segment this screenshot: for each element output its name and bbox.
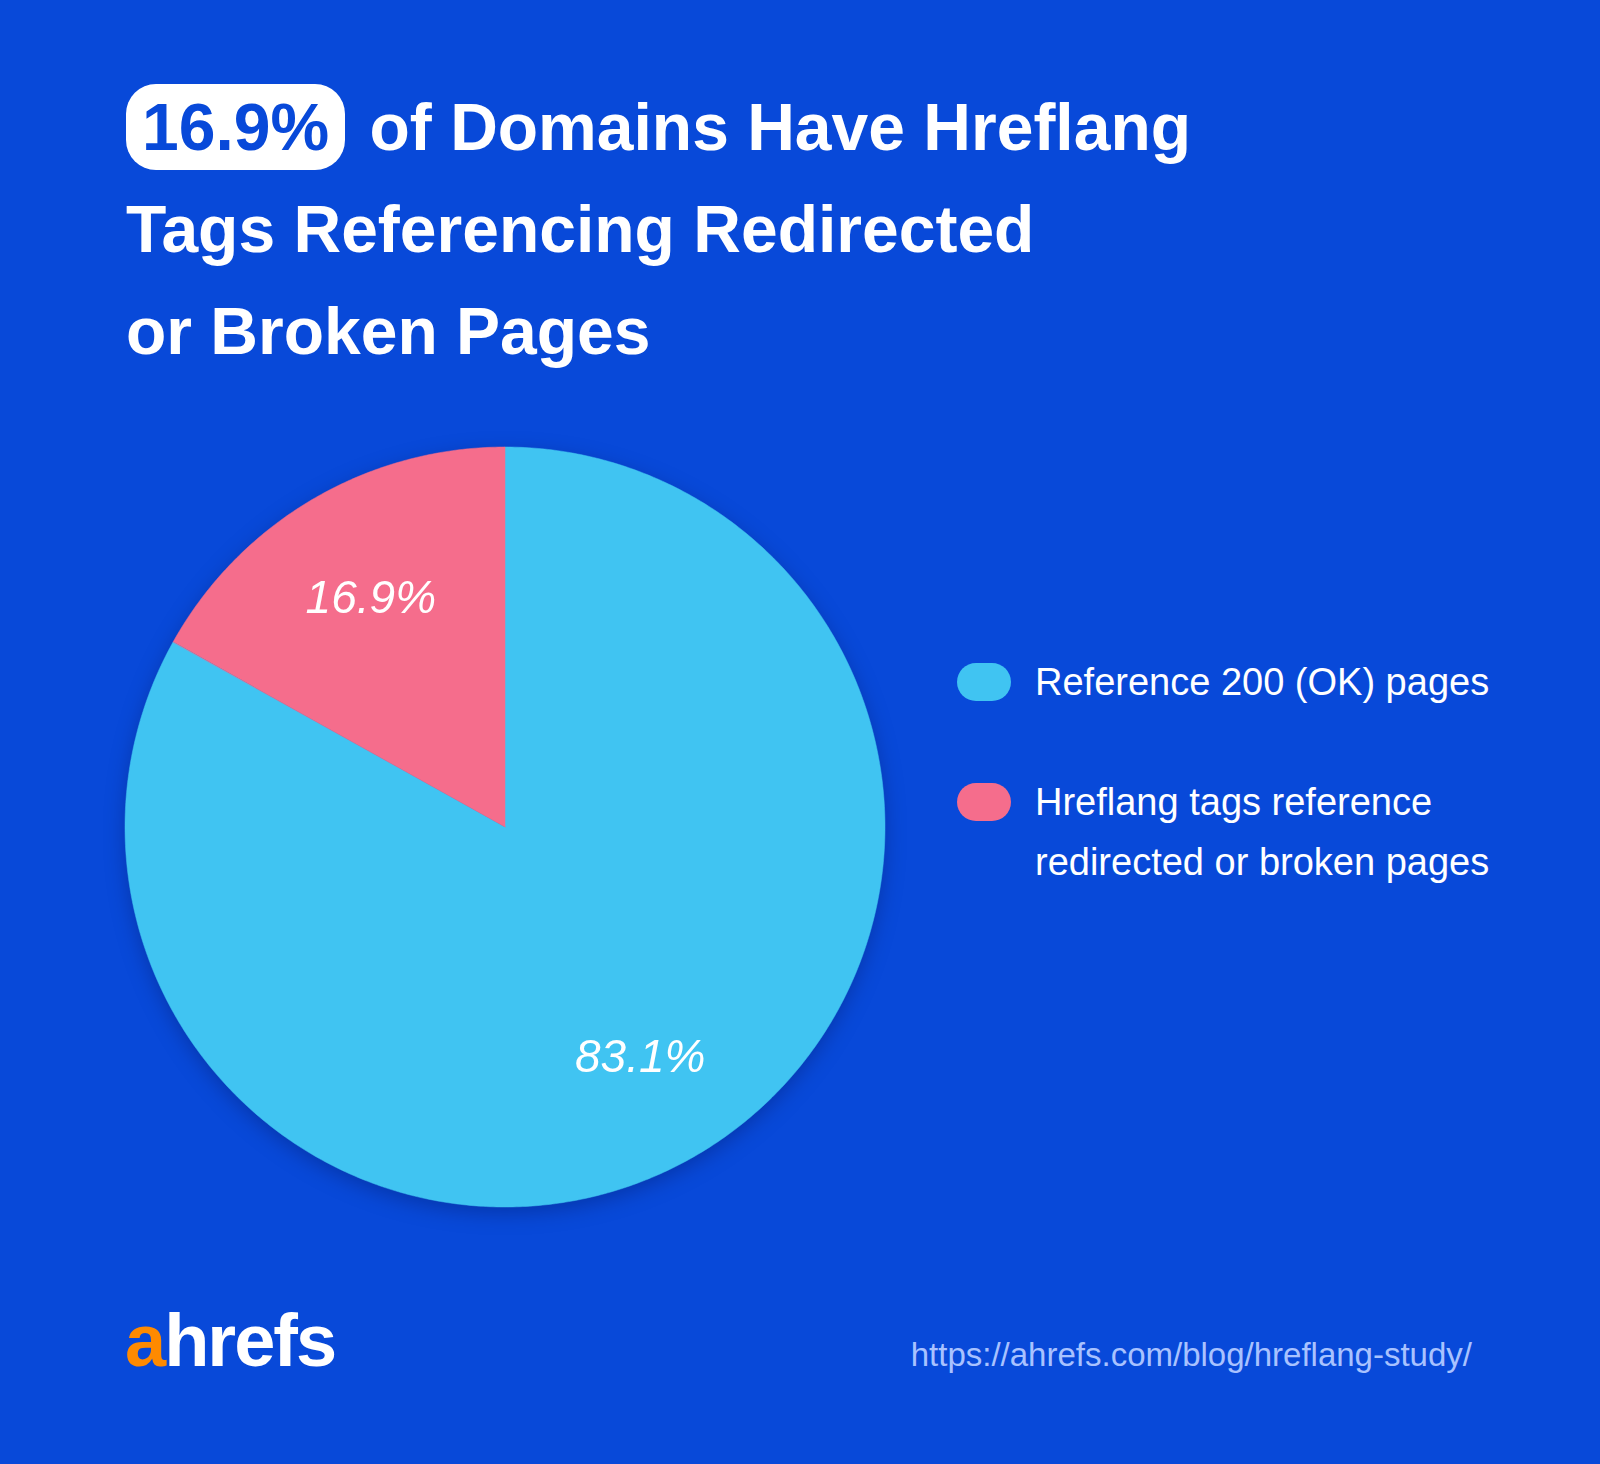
html-text:of Domains Have Hreflang: of Domains Have Hreflang	[369, 90, 1191, 164]
html-text:Reference 200 (OK) pages: Reference 200 (OK) pages	[1035, 661, 1490, 703]
html-text:https://ahrefs.com/blog/hrefla: https://ahrefs.com/blog/hreflang-study/	[910, 1336, 1472, 1373]
html-text:or Broken Pages: or Broken Pages	[126, 294, 651, 368]
html-text:Tags Referencing Redirected: Tags Referencing Redirected	[126, 192, 1035, 266]
html-text:Hreflang tags reference redire: Hreflang tags reference redirected or br…	[1035, 781, 1490, 883]
svg-text:83.1%: 83.1%	[575, 1030, 705, 1082]
svg-text:16.9%: 16.9%	[306, 571, 436, 623]
html-text:16.9%: 16.9%	[142, 90, 330, 164]
html-text:a hrefs: a hrefs	[125, 1299, 336, 1382]
